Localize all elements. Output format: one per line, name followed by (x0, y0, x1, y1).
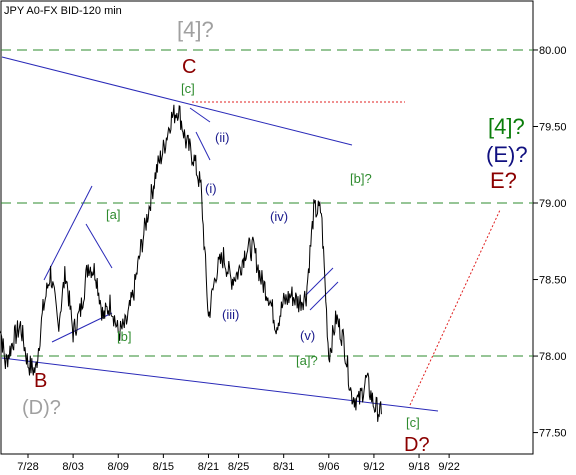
wave-annotations: [4]? C [c] (ii) (i) [a] [b] (iii) (iv) (… (22, 17, 528, 456)
wedge-line (195, 131, 211, 161)
wedge-line (189, 107, 211, 123)
x-tick-label: 8/15 (153, 461, 174, 473)
annotation-label: (ii) (215, 130, 229, 145)
annotation-label: (D)? (22, 397, 61, 419)
wedge-line (85, 223, 113, 269)
annotation-label: C (182, 56, 196, 78)
annotation-label: [a]? (296, 353, 318, 368)
price-series-line (0, 104, 382, 422)
x-tick-label: 8/03 (62, 461, 83, 473)
channel-lines (1, 56, 501, 412)
annotation-label: [c] (181, 81, 195, 96)
annotation-label: [b]? (350, 171, 372, 186)
chart-title: JPY A0-FX BID-120 min (4, 5, 122, 17)
upper-channel-line (1, 56, 353, 146)
annotation-label: (iii) (222, 307, 239, 322)
annotation-label: D? (404, 434, 430, 456)
x-axis: 7/28 8/03 8/09 8/15 8/21 8/25 8/31 9/06 9/12 9/18… (17, 454, 460, 473)
annotation-label: (v) (300, 328, 315, 343)
annotation-label: (i) (205, 181, 217, 196)
x-tick-label: 9/12 (363, 461, 384, 473)
y-tick-label: 79.50 (539, 121, 567, 133)
annotation-label: [4]? (177, 17, 214, 42)
y-tick-label: 79.00 (539, 198, 567, 210)
x-tick-label: 9/22 (438, 461, 459, 473)
x-tick-label: 8/21 (198, 461, 219, 473)
plot-area (0, 0, 534, 455)
annotation-label: [b] (117, 329, 131, 344)
y-tick-label: 78.50 (539, 275, 567, 287)
x-tick-label: 9/06 (318, 461, 339, 473)
y-tick-label: 78.00 (539, 351, 567, 363)
annotation-label: [c] (406, 415, 420, 430)
annotation-label: [a] (106, 207, 120, 222)
annotation-label: E? (490, 168, 517, 193)
x-tick-label: 8/09 (108, 461, 129, 473)
y-tick-label: 77.50 (539, 428, 567, 440)
annotation-label: (E)? (486, 142, 528, 167)
y-axis: 80.00 79.50 79.00 78.50 78.00 77.50 (533, 45, 567, 440)
wedge-line (43, 185, 93, 281)
annotation-label: (iv) (270, 209, 288, 224)
annotation-label: [4]? (488, 114, 525, 139)
lower-channel-line (1, 357, 439, 412)
x-tick-label: 9/18 (408, 461, 429, 473)
wedge-line (305, 267, 334, 296)
x-tick-label: 8/31 (273, 461, 294, 473)
wedge-line (309, 281, 339, 311)
x-tick-label: 8/25 (228, 461, 249, 473)
horizontal-levels (1, 49, 533, 357)
y-tick-label: 80.00 (539, 45, 567, 57)
x-tick-label: 7/28 (17, 461, 38, 473)
annotation-label: B (34, 370, 47, 392)
